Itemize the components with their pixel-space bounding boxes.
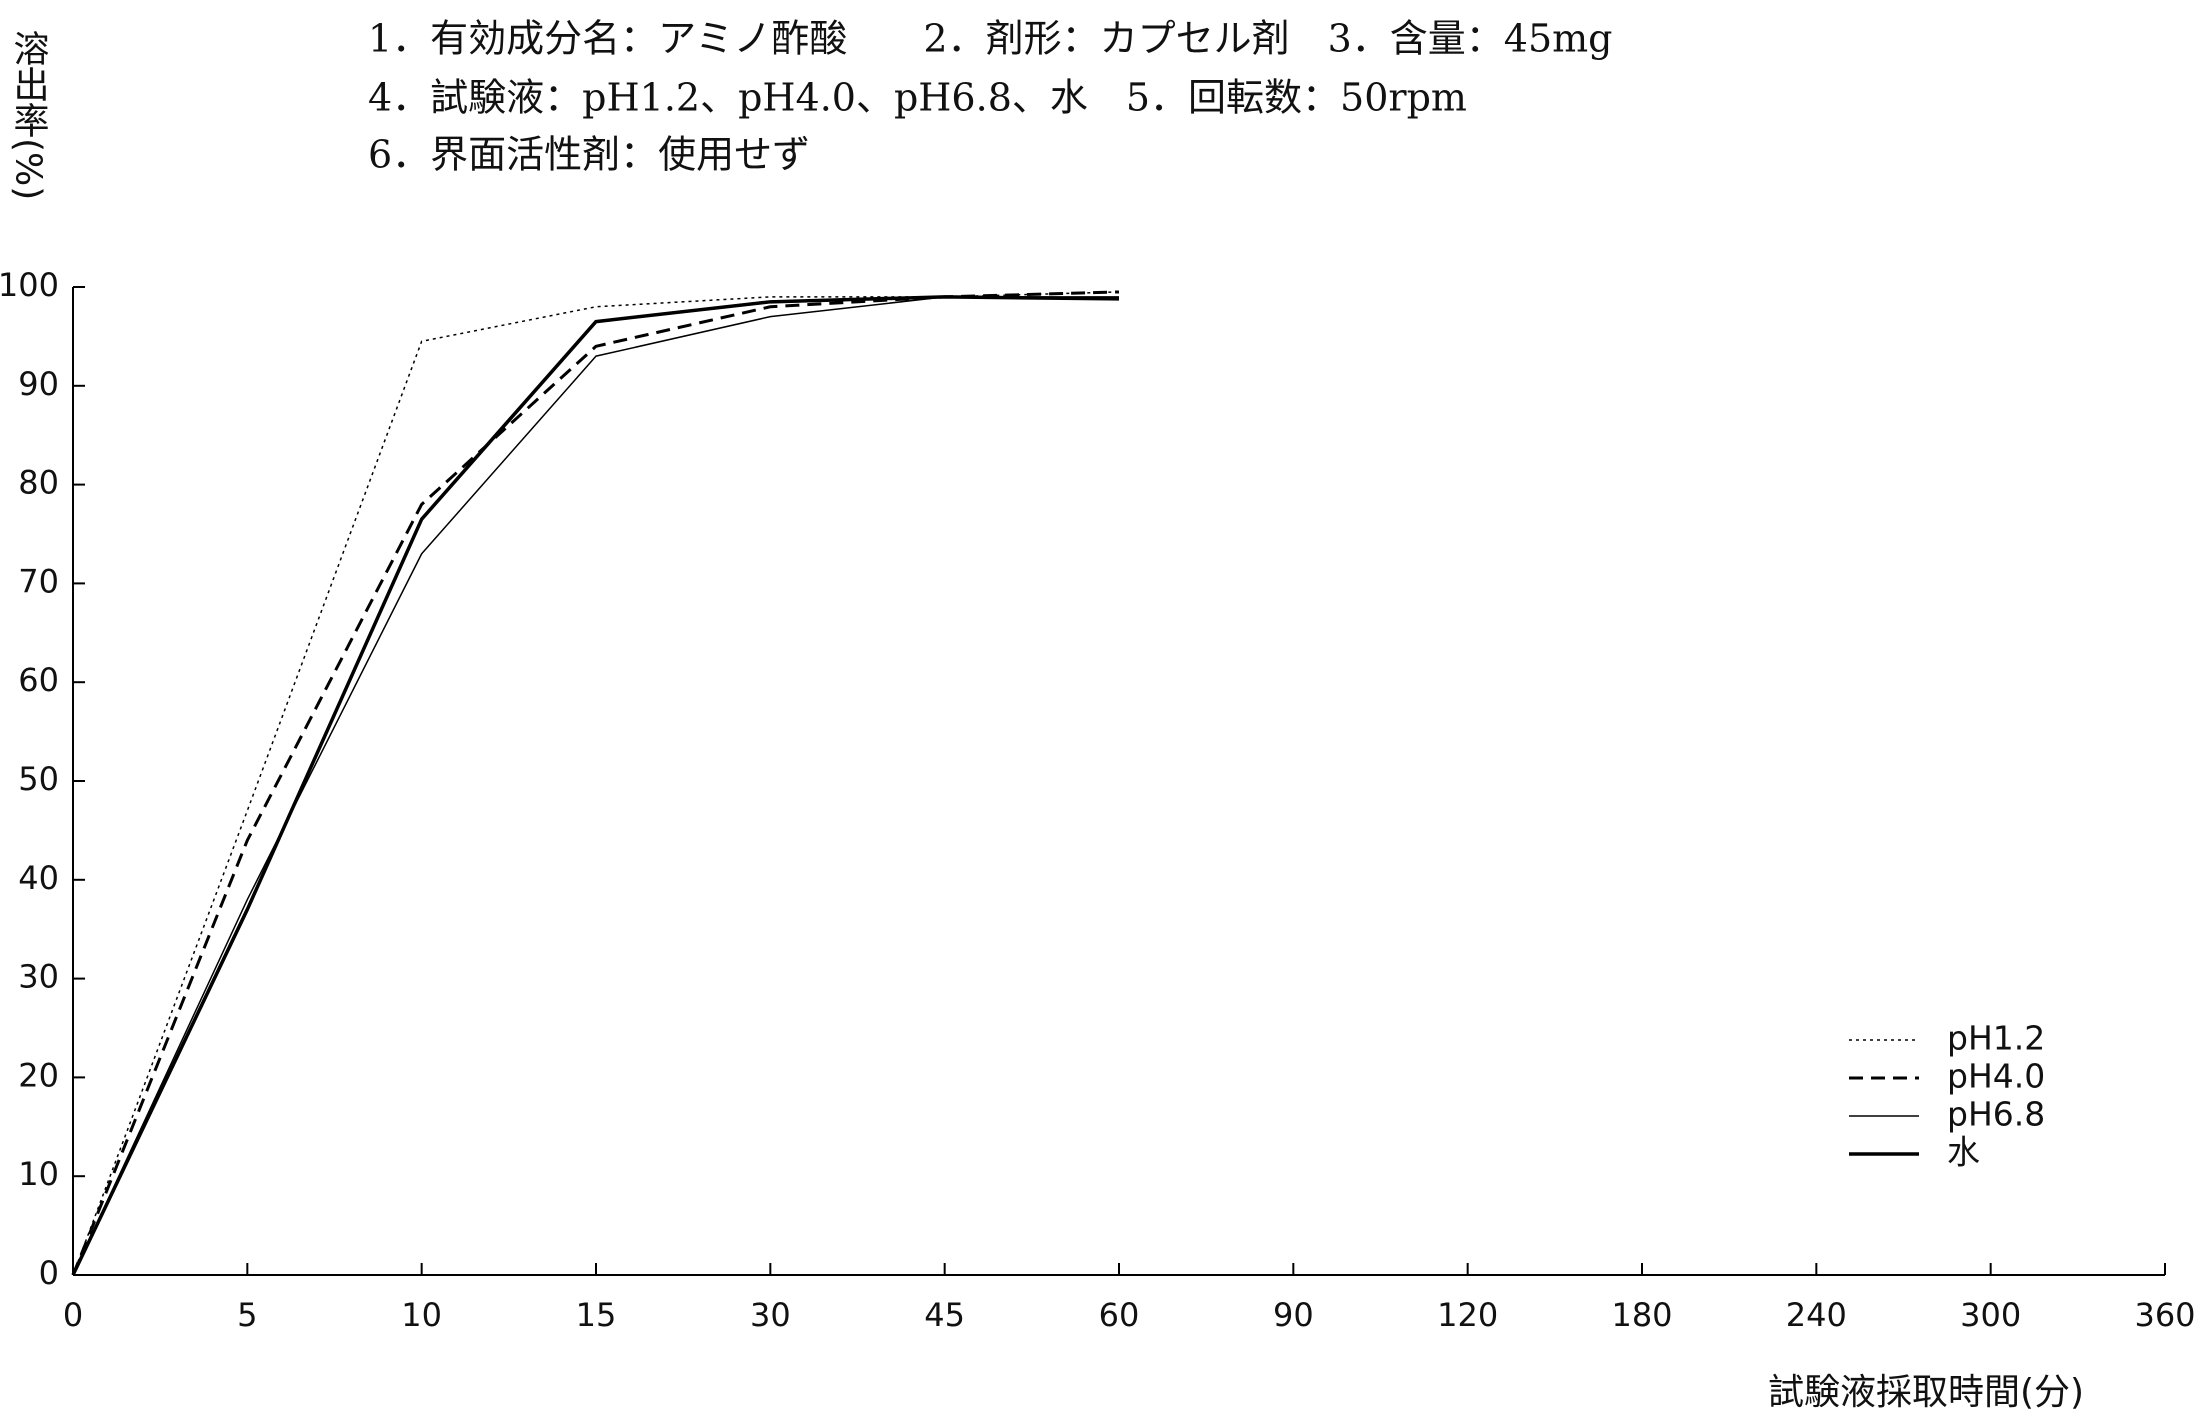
- legend-label: 水: [1947, 1133, 1980, 1172]
- y-tick-label: 100: [0, 266, 59, 304]
- y-tick-label: 80: [18, 464, 59, 502]
- x-tick-label: 60: [1099, 1296, 1140, 1334]
- x-tick-label: 120: [1437, 1296, 1498, 1334]
- y-tick-label: 30: [18, 958, 59, 996]
- data-line: [71, 295, 1120, 1276]
- data-line: [71, 290, 1120, 1276]
- y-tick-label: 90: [18, 365, 59, 403]
- data-line: [72, 296, 1119, 1276]
- x-tick-label: 360: [2134, 1296, 2195, 1334]
- header-line: 6．界面活性剤：使用せず: [368, 133, 810, 177]
- x-tick-label: 10: [401, 1296, 442, 1334]
- y-tick-label: 60: [18, 661, 59, 699]
- x-tick-label: 15: [576, 1296, 617, 1334]
- legend-label: pH1.2: [1947, 1019, 2045, 1058]
- x-tick-label: 300: [1960, 1296, 2021, 1334]
- x-tick-label: 90: [1273, 1296, 1314, 1334]
- y-axis-label: 溶出率(%): [8, 30, 49, 201]
- legend-label: pH4.0: [1947, 1057, 2045, 1096]
- x-tick-label: 180: [1611, 1296, 1672, 1334]
- x-tick-label: 5: [237, 1296, 257, 1334]
- x-axis-label: 試験液採取時間(分): [1768, 1372, 2084, 1413]
- x-tick-label: 240: [1786, 1296, 1847, 1334]
- x-tick-label: 30: [750, 1296, 791, 1334]
- y-tick-label: 10: [18, 1155, 59, 1193]
- data-line: [72, 291, 1120, 1276]
- x-tick-label: 0: [63, 1296, 83, 1334]
- y-tick-label: 50: [18, 760, 59, 798]
- y-tick-label: 0: [39, 1254, 59, 1292]
- legend-label: pH6.8: [1947, 1095, 2045, 1134]
- header-line: 4．試験液：pH1.2、pH4.0、pH6.8、水 5．回転数：50rpm: [368, 76, 1467, 120]
- header-line: 1．有効成分名：アミノ酢酸 2．剤形：カプセル剤 3．含量：45mg: [368, 17, 1613, 61]
- y-tick-label: 70: [18, 562, 59, 600]
- y-tick-label: 20: [18, 1056, 59, 1094]
- y-tick-label: 40: [18, 859, 59, 897]
- x-tick-label: 45: [924, 1296, 965, 1334]
